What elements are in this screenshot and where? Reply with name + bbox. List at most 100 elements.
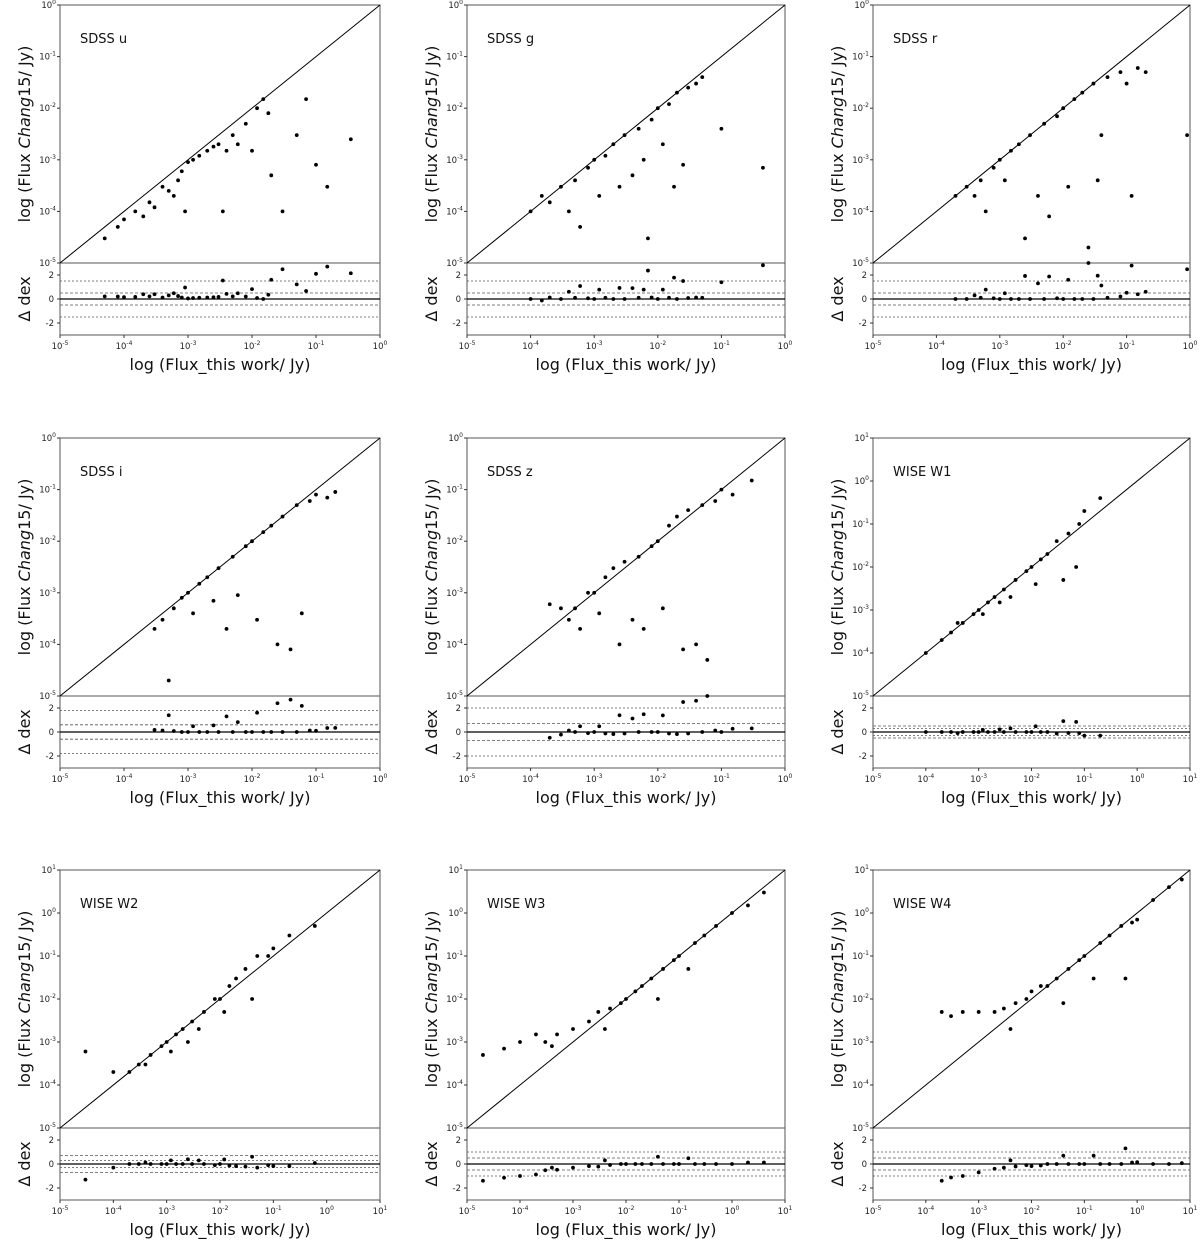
data-point xyxy=(686,508,691,513)
data-point xyxy=(677,954,681,958)
residual-point xyxy=(304,289,308,293)
residual-point xyxy=(641,712,646,717)
data-point xyxy=(761,165,765,170)
data-point xyxy=(186,590,190,595)
residual-point xyxy=(1008,726,1013,731)
data-point xyxy=(179,169,184,174)
data-point xyxy=(992,1010,997,1014)
data-point xyxy=(559,606,563,611)
data-point xyxy=(1082,954,1087,958)
data-point xyxy=(636,126,641,131)
x-tick-label: 10-5 xyxy=(865,1205,882,1217)
x-axis-label: log (Flux_this work/ Jy) xyxy=(941,1220,1122,1240)
x-tick-label: 101 xyxy=(1183,773,1198,785)
resid-tick-label: -2 xyxy=(453,752,461,762)
residual-point xyxy=(250,287,254,292)
data-point xyxy=(224,148,229,153)
data-point xyxy=(160,617,165,622)
one-to-one-line xyxy=(872,869,1191,1129)
residual-point xyxy=(578,284,582,288)
data-point xyxy=(122,217,126,222)
data-point xyxy=(719,487,724,492)
data-point xyxy=(714,924,718,928)
residual-point xyxy=(714,1162,718,1166)
residual-point xyxy=(586,731,590,736)
residual-point xyxy=(220,278,225,283)
x-tick-label: 10-1 xyxy=(1076,773,1093,785)
resid-tick-label: 2 xyxy=(862,704,867,714)
y-tick-label: 10-3 xyxy=(446,154,463,166)
data-point xyxy=(630,617,635,622)
residual-point xyxy=(141,292,146,297)
y-tick-label: 10-1 xyxy=(852,518,869,530)
data-point xyxy=(705,658,710,662)
data-point xyxy=(1066,531,1071,536)
residual-point xyxy=(1123,1146,1128,1151)
data-point xyxy=(255,617,259,622)
residual-point xyxy=(1098,733,1103,738)
residual-point xyxy=(705,694,710,698)
y-tick-label: 10-4 xyxy=(446,1079,463,1091)
residual-point xyxy=(618,1162,623,1166)
data-point xyxy=(235,142,240,147)
data-point xyxy=(152,626,157,631)
residual-point xyxy=(1036,281,1040,286)
residual-point xyxy=(143,1160,148,1165)
data-point xyxy=(550,1044,554,1049)
resid-tick-label: -2 xyxy=(46,319,54,329)
residual-point xyxy=(230,294,235,299)
residual-point xyxy=(235,291,240,296)
resid-tick-label: 2 xyxy=(456,704,461,714)
data-point xyxy=(202,1010,206,1014)
residual-point xyxy=(1001,730,1006,734)
residual-point xyxy=(559,297,563,301)
x-tick-label: 10-1 xyxy=(1076,1205,1093,1217)
residual-point xyxy=(749,726,754,731)
data-point xyxy=(991,165,996,170)
residual-point xyxy=(243,1164,248,1169)
residual-point xyxy=(171,729,176,733)
residual-point xyxy=(681,279,686,283)
residual-point xyxy=(528,297,533,301)
residual-point xyxy=(152,292,157,297)
x-tick-label: 100 xyxy=(1183,340,1198,352)
data-point xyxy=(1091,976,1096,981)
residual-point xyxy=(1098,1162,1103,1166)
x-tick-label: 101 xyxy=(1183,1205,1198,1217)
y-tick-label: 100 xyxy=(448,432,463,444)
data-point xyxy=(269,523,274,528)
residual-point xyxy=(127,1162,132,1166)
data-point xyxy=(1082,509,1087,513)
data-point xyxy=(168,1049,173,1054)
x-tick-label: 10-3 xyxy=(991,340,1008,352)
residual-axis-label: Δ dex xyxy=(15,709,34,754)
data-point xyxy=(547,200,552,205)
residual-point xyxy=(1009,297,1013,301)
x-axis-label: log (Flux_this work/ Jy) xyxy=(130,788,311,808)
residual-point xyxy=(694,295,698,300)
data-point xyxy=(980,612,985,617)
data-point xyxy=(1099,133,1104,138)
data-point xyxy=(1036,193,1040,198)
data-point xyxy=(299,611,304,616)
data-point xyxy=(102,236,107,241)
residual-point xyxy=(294,730,299,734)
residual-point xyxy=(222,1157,227,1162)
data-point xyxy=(686,967,691,971)
residual-point xyxy=(730,1162,734,1166)
x-tick-label: 10-2 xyxy=(649,340,666,352)
y-tick-label: 10-2 xyxy=(852,561,869,573)
residual-point xyxy=(147,294,152,299)
y-tick-label: 100 xyxy=(448,907,463,919)
x-tick-label: 10-2 xyxy=(244,340,261,352)
resid-tick-label: -2 xyxy=(859,319,867,329)
resid-tick-label: -2 xyxy=(453,319,461,329)
residual-point xyxy=(573,295,577,300)
residual-point xyxy=(1118,294,1123,299)
resid-tick-label: 2 xyxy=(456,271,461,281)
x-tick-label: 10-4 xyxy=(116,773,133,785)
data-point xyxy=(230,133,235,138)
resid-tick-label: 0 xyxy=(456,728,461,738)
y-axis-label: log (Flux Chang15/ Jy) xyxy=(828,479,847,656)
residual-point xyxy=(649,730,654,734)
